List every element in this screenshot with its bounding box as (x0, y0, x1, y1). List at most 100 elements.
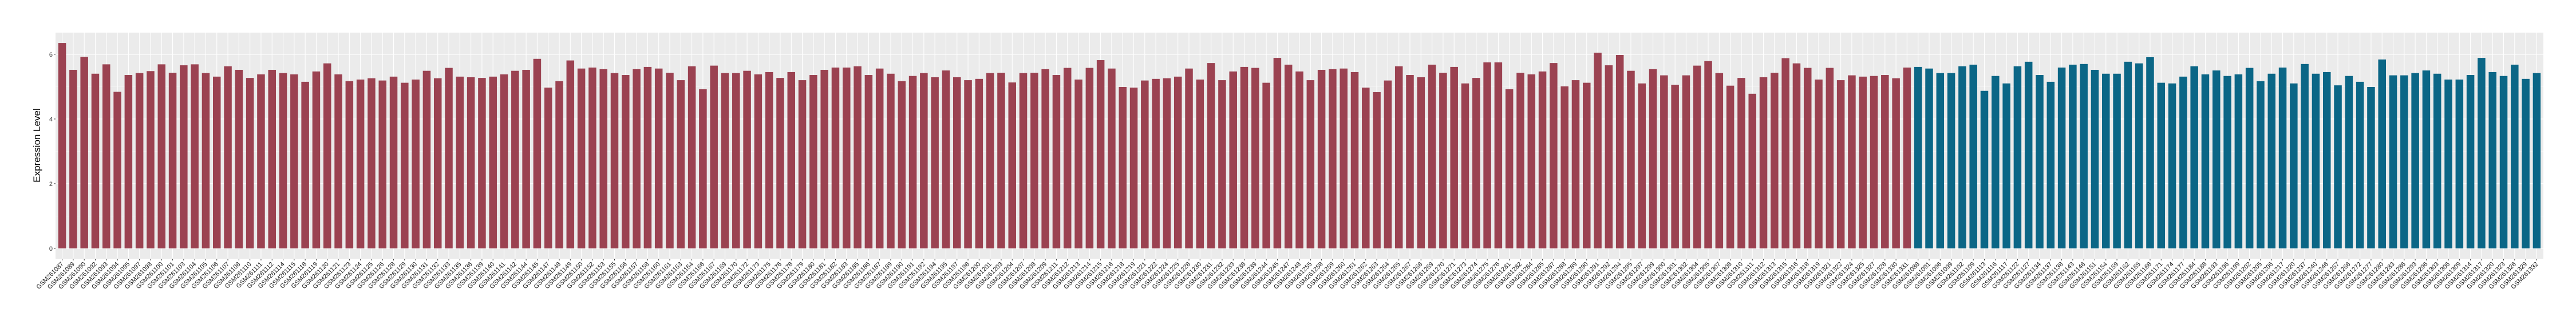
bar-GSM261186 (864, 75, 873, 248)
bar-GSM261121 (334, 74, 342, 248)
bar-GSM261328 (1881, 75, 1889, 248)
y-axis-label: Expression Level (31, 108, 42, 182)
bar-GSM261303 (2433, 73, 2441, 248)
bar-GSM261315 (1781, 58, 1789, 248)
bar-GSM261283 (2389, 75, 2397, 248)
bar-GSM261188 (2201, 74, 2210, 248)
bar-GSM261189 (887, 73, 895, 248)
bar-GSM261087 (58, 43, 66, 248)
bar-GSM261177 (2179, 76, 2187, 248)
bar-GSM261291 (1594, 53, 1602, 248)
bar-GSM261325 (1859, 76, 1867, 248)
bar-GSM261184 (2190, 66, 2198, 248)
bar-GSM261203 (997, 73, 1005, 248)
bar-GSM261165 (2135, 63, 2143, 248)
bar-GSM261178 (787, 72, 796, 248)
bar-GSM261194 (931, 77, 939, 248)
bar-GSM261257 (2334, 85, 2342, 248)
bar-GSM261331 (1903, 68, 1911, 248)
bar-GSM261268 (1417, 77, 1425, 248)
bar-GSM261140 (489, 76, 497, 248)
bar-GSM261319 (1815, 79, 1823, 248)
bar-GSM261190 (898, 81, 906, 248)
bar-GSM261332 (2532, 73, 2541, 248)
bar-GSM261205 (2257, 81, 2265, 248)
bar-GSM261117 (2002, 83, 2010, 248)
bar-GSM261317 (2478, 58, 2486, 248)
bar-GSM261265 (1394, 66, 1403, 248)
bar-GSM261306 (2444, 79, 2452, 248)
bar-GSM261284 (1527, 74, 1536, 248)
bar-GSM261116 (1992, 76, 2000, 248)
bar-GSM261239 (1251, 68, 1259, 248)
x-axis: GSM261087GSM261089GSM261090GSM261092GSM2… (35, 259, 2540, 291)
bar-GSM261297 (1638, 83, 1646, 248)
bar-GSM261224 (1163, 78, 1171, 248)
bar-GSM261163 (677, 80, 685, 248)
bar-GSM261137 (2046, 81, 2055, 248)
bar-GSM261182 (831, 68, 840, 248)
bar-GSM261322 (1836, 80, 1845, 248)
bar-GSM261173 (754, 74, 762, 248)
bar-GSM261208 (1030, 73, 1038, 248)
bar-GSM261280 (2378, 59, 2386, 248)
bar-GSM261258 (1317, 69, 1326, 248)
bar-GSM261195 (942, 70, 950, 248)
bar-GSM261166 (699, 89, 707, 248)
bar-GSM261225 (1174, 76, 1182, 248)
bar-GSM261312 (1759, 77, 1768, 248)
bar-GSM261207 (1019, 73, 1028, 248)
bar-GSM261311 (1748, 93, 1756, 248)
bar-GSM261321 (1826, 68, 1834, 248)
bar-GSM261222 (1152, 78, 1160, 248)
bar-GSM261292 (1605, 65, 1613, 248)
bar-GSM261260 (1340, 68, 1348, 248)
bar-GSM261232 (1218, 80, 1226, 248)
bar-GSM261142 (511, 70, 519, 248)
bar-GSM261097 (135, 73, 144, 248)
bar-GSM261316 (1792, 63, 1801, 248)
bar-GSM261125 (368, 78, 376, 248)
bar-GSM261098 (147, 71, 155, 248)
bar-GSM261108 (235, 69, 243, 248)
bar-GSM261141 (500, 74, 508, 248)
bar-GSM261209 (1041, 69, 1049, 248)
bar-GSM261123 (345, 81, 354, 248)
bar-GSM261212 (1063, 68, 1072, 248)
bar-GSM261157 (633, 69, 641, 248)
bar-GSM261231 (1207, 63, 1215, 248)
bar-GSM261096 (1936, 73, 1945, 248)
y-tick-label: 0 (49, 246, 53, 252)
bar-GSM261138 (2057, 68, 2066, 248)
bar-GSM261327 (1870, 76, 1878, 248)
bar-GSM261262 (1362, 88, 1370, 248)
bar-GSM261293 (2411, 73, 2419, 248)
bar-GSM261271 (1450, 66, 1458, 248)
bar-GSM261144 (522, 69, 530, 248)
bar-GSM261134 (2036, 75, 2044, 248)
bar-GSM261145 (533, 58, 542, 248)
bar-GSM261180 (809, 75, 817, 248)
bar-GSM261102 (1958, 66, 1966, 248)
bar-GSM261233 (1229, 71, 1237, 248)
bar-GSM261114 (279, 73, 287, 248)
bar-GSM261124 (356, 79, 365, 248)
bar-GSM261171 (2157, 82, 2166, 248)
bar-GSM261245 (1273, 58, 1282, 248)
bar-GSM261217 (2278, 68, 2287, 248)
bar-GSM261259 (1329, 69, 1337, 248)
bar-GSM261156 (622, 75, 630, 248)
bar-GSM261270 (1439, 73, 1447, 248)
bar-GSM261139 (478, 78, 486, 248)
bar-GSM261088 (1914, 66, 1922, 248)
bar-GSM261170 (732, 73, 740, 248)
bar-GSM261215 (1096, 60, 1105, 248)
bar-GSM261324 (1848, 75, 1856, 248)
bar-GSM261248 (1295, 71, 1303, 248)
bar-GSM261147 (544, 88, 552, 248)
bar-GSM261211 (1052, 75, 1061, 248)
bar-GSM261202 (2245, 68, 2254, 248)
bar-GSM261296 (2422, 70, 2431, 248)
bar-GSM261244 (1262, 82, 1270, 248)
bar-GSM261126 (378, 80, 386, 248)
